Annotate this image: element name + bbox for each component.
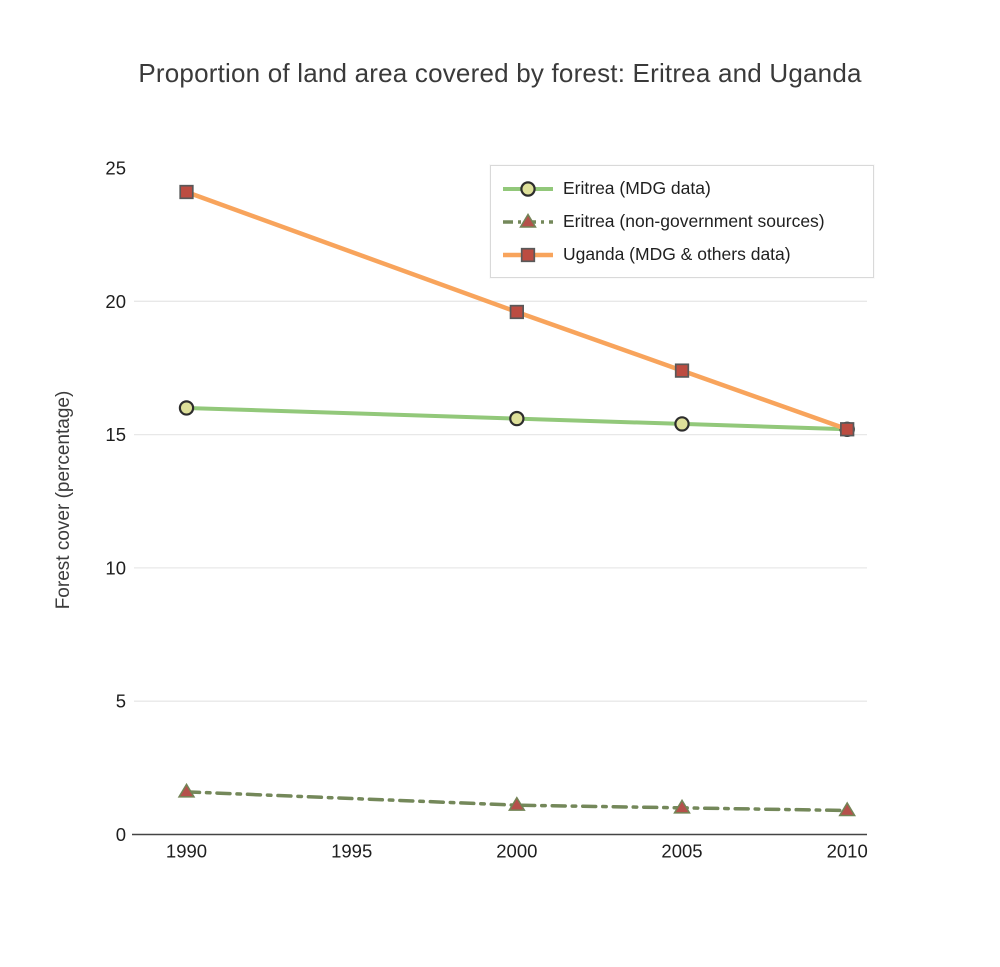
legend-swatch-dashline-triangle-icon [503, 212, 553, 228]
x-tick-label-2005: 2005 [661, 841, 702, 862]
x-tick-label-2010: 2010 [827, 841, 868, 862]
y-tick-label-10: 10 [105, 557, 126, 578]
marker-square-series-2-pt-2000 [509, 304, 524, 320]
marker-triangle-series-1-pt-2000 [508, 796, 526, 811]
x-tick-label-1995: 1995 [331, 841, 372, 862]
marker-square-series-2-pt-1990 [179, 184, 194, 200]
series-line-0 [184, 405, 850, 432]
legend-label: Eritrea (MDG data) [563, 178, 711, 198]
series-line-1 [184, 790, 849, 813]
y-tick-label-25: 25 [105, 158, 126, 179]
y-tick-label-15: 15 [105, 424, 126, 445]
marker-triangle-series-1-pt-2010 [838, 801, 857, 817]
y-tick-label-5: 5 [116, 691, 126, 712]
marker-square-legend [520, 247, 536, 262]
legend-item-eritrea-nongov: Eritrea (non-government sources) [503, 208, 873, 235]
legend-swatch-line-square-icon [503, 247, 553, 262]
legend-swatch-line-circle-icon [503, 180, 553, 197]
marker-triangle-series-1-pt-2005 [673, 798, 691, 814]
chart-title: Proportion of land area covered by fores… [138, 58, 862, 88]
legend-label: Uganda (MDG & others data) [563, 244, 791, 264]
marker-triangle-legend [519, 212, 537, 228]
marker-triangle-series-1-pt-1990 [177, 782, 196, 798]
x-tick-label-1990: 1990 [166, 841, 207, 862]
marker-circle-legend [520, 180, 536, 197]
marker-circle-series-0-pt-2005 [674, 416, 690, 432]
y-tick-label-20: 20 [105, 291, 126, 312]
series-line-2 [184, 189, 850, 432]
legend-label: Eritrea (non-government sources) [563, 211, 825, 231]
legend: Eritrea (MDG data) Eritrea (non-governme… [490, 165, 874, 278]
marker-square-series-2-pt-2005 [674, 363, 690, 378]
marker-circle-series-0-pt-2000 [509, 410, 525, 427]
x-tick-label-2000: 2000 [496, 841, 537, 862]
legend-item-uganda: Uganda (MDG & others data) [503, 241, 873, 268]
marker-circle-series-0-pt-1990 [178, 400, 195, 416]
y-tick-label-0: 0 [116, 824, 126, 845]
marker-square-series-2-pt-2010 [840, 422, 855, 437]
legend-item-eritrea-mdg: Eritrea (MDG data) [503, 175, 873, 202]
